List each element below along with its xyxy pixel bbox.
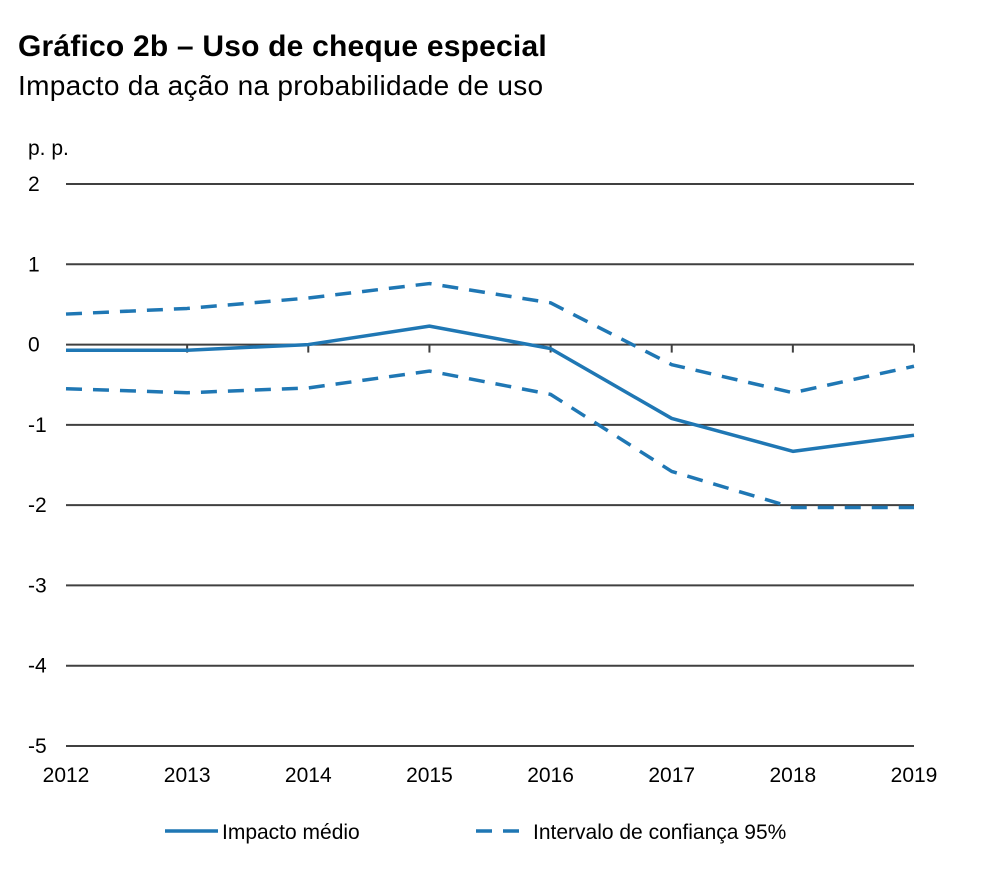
legend-label-intervalo: Intervalo de confiança 95% (533, 821, 786, 844)
y-tick-labels: 2 1 0 -1 -2 -3 -4 -5 (28, 173, 47, 758)
x-tick-label: 2013 (164, 764, 211, 787)
x-tick-label: 2015 (406, 764, 453, 787)
x-tick-label: 2012 (43, 764, 90, 787)
chart-subtitle: Impacto da ação na probabilidade de uso (18, 70, 544, 101)
x-tick-label: 2018 (769, 764, 816, 787)
y-tick-label: 1 (28, 253, 40, 276)
x-tick-label: 2017 (648, 764, 695, 787)
x-tick-label: 2016 (527, 764, 574, 787)
average-impact-line (66, 324, 915, 454)
y-tick-label: -5 (28, 735, 47, 758)
legend-label-impacto: Impacto médio (222, 821, 360, 844)
series-lines (65, 281, 915, 510)
gridlines (66, 183, 915, 747)
x-tick-labels: 2012 2013 2014 2015 2016 2017 2018 2019 (43, 764, 938, 787)
y-tick-label: -4 (28, 655, 47, 678)
y-tick-label: -3 (28, 574, 47, 597)
confidence-interval-line (65, 369, 914, 510)
legend: Impacto médio Intervalo de confiança 95% (165, 821, 786, 844)
y-tick-label: -2 (28, 494, 47, 517)
y-tick-label: 2 (28, 173, 40, 196)
y-tick-label: 0 (28, 334, 40, 357)
x-tick-label: 2019 (891, 764, 938, 787)
chart-title: Gráfico 2b – Uso de cheque especial (18, 30, 547, 63)
y-axis-unit-label: p. p. (28, 137, 69, 160)
y-tick-label: -1 (28, 414, 47, 437)
confidence-interval-line (65, 281, 915, 395)
x-tick-label: 2014 (285, 764, 332, 787)
